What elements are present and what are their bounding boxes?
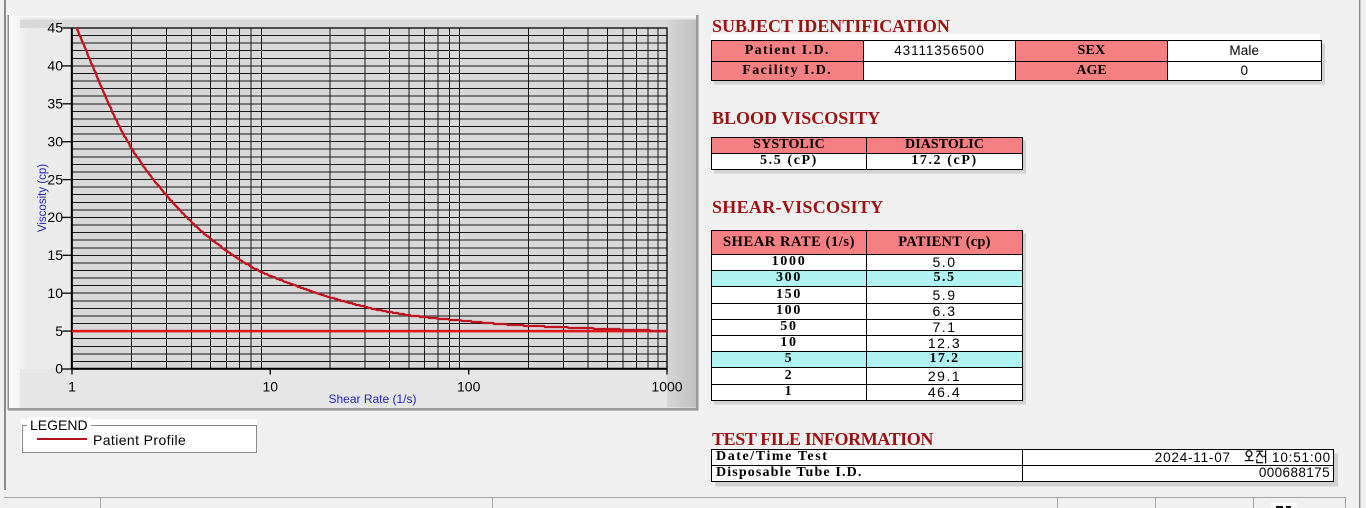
svg-text:15: 15 bbox=[47, 247, 63, 263]
svg-text:100: 100 bbox=[457, 379, 481, 395]
svg-text:10: 10 bbox=[263, 379, 279, 395]
svg-text:40: 40 bbox=[47, 58, 63, 74]
svg-text:10: 10 bbox=[47, 285, 63, 301]
svg-text:0: 0 bbox=[55, 361, 63, 377]
svg-text:1: 1 bbox=[68, 379, 76, 395]
svg-text:35: 35 bbox=[47, 96, 63, 112]
svg-text:5: 5 bbox=[55, 323, 63, 339]
svg-text:20: 20 bbox=[47, 209, 63, 225]
svg-text:45: 45 bbox=[47, 20, 63, 36]
svg-text:30: 30 bbox=[47, 133, 63, 149]
svg-text:25: 25 bbox=[47, 171, 63, 187]
svg-text:1000: 1000 bbox=[651, 379, 682, 395]
svg-text:Viscosity (cp): Viscosity (cp) bbox=[37, 164, 49, 232]
svg-text:Shear Rate (1/s): Shear Rate (1/s) bbox=[328, 392, 416, 406]
